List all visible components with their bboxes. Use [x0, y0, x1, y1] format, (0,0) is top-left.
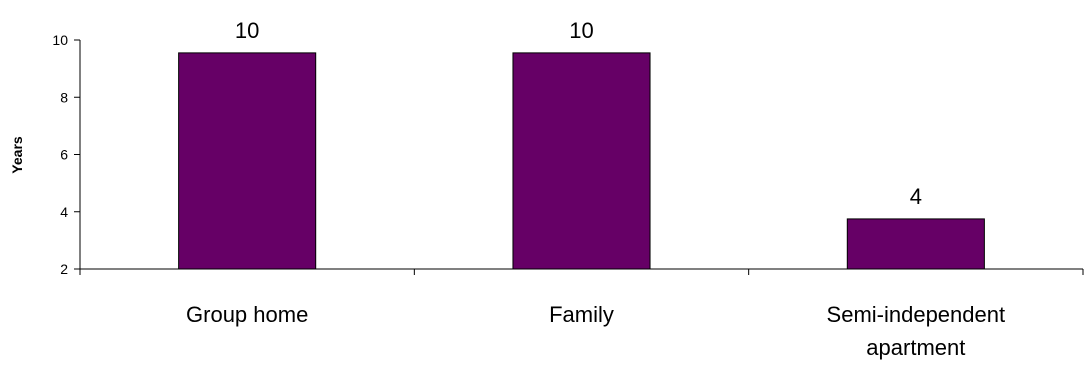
- data-label: 10: [235, 18, 259, 43]
- y-tick-label: 10: [52, 32, 68, 48]
- data-label: 4: [910, 184, 922, 209]
- y-tick-label: 6: [60, 147, 68, 163]
- x-tick-label: Semi-independent: [827, 302, 1006, 327]
- x-tick-label: Family: [549, 302, 614, 327]
- y-tick-label: 8: [60, 89, 68, 105]
- bar: [512, 52, 651, 270]
- x-tick-label: Group home: [186, 302, 308, 327]
- y-axis-label: Years: [9, 136, 25, 174]
- bars: [178, 52, 985, 270]
- y-tick-label: 2: [60, 261, 68, 277]
- data-labels: 10 10 4: [235, 18, 922, 209]
- bar: [178, 52, 317, 270]
- data-label: 10: [569, 18, 593, 43]
- x-axis: Group home Family Semi-independent apartmen…: [79, 268, 1084, 360]
- y-tick-label: 4: [60, 204, 68, 220]
- x-tick-label: apartment: [866, 335, 965, 360]
- bar: [846, 218, 985, 270]
- y-axis: 2 4 6 8 10: [52, 32, 81, 277]
